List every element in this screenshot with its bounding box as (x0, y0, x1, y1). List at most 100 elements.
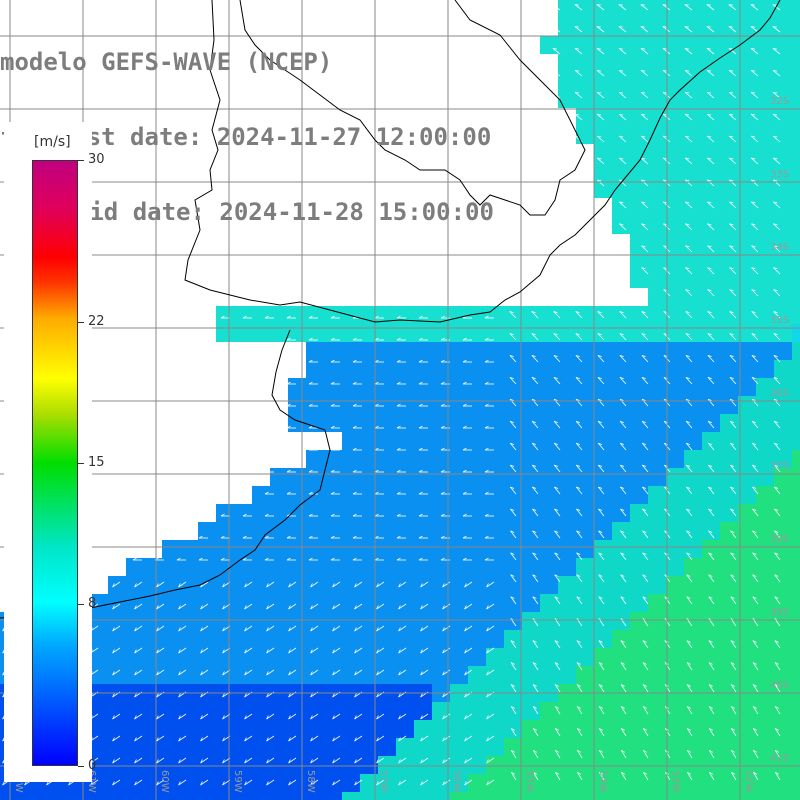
wind-arrow (619, 355, 627, 363)
wind-cell (792, 486, 800, 504)
wind-cell (108, 612, 126, 630)
wind-arrow (729, 377, 737, 385)
wind-arrow-head (641, 311, 646, 314)
wind-cell (432, 576, 450, 594)
wind-cell (378, 738, 396, 756)
wind-arrow (751, 377, 759, 385)
wind-arrow-head (310, 737, 313, 742)
wind-cell (720, 306, 738, 324)
wind-cell (630, 720, 648, 738)
wind-cell (756, 162, 774, 180)
wind-cell (198, 630, 216, 648)
wind-cell (540, 432, 558, 450)
wind-arrow-head (620, 486, 625, 489)
wind-cell (648, 18, 666, 36)
wind-arrow (640, 135, 649, 143)
wind-arrow-head (288, 781, 291, 786)
wind-cell (558, 54, 576, 72)
wind-cell (612, 504, 630, 522)
wind-arrow-head (286, 315, 291, 319)
wind-cell (792, 504, 800, 522)
wind-cell (504, 648, 522, 666)
wind-arrow-head (775, 771, 780, 775)
wind-cell (774, 324, 792, 342)
wind-arrow-head (752, 706, 757, 709)
wind-arrow-head (596, 48, 601, 50)
wind-cell (702, 36, 720, 54)
wind-arrow (619, 201, 627, 209)
wind-cell (180, 558, 198, 576)
wind-arrow-head (709, 771, 714, 775)
wind-cell (414, 324, 432, 342)
wind-cell (648, 180, 666, 198)
wind-arrow (531, 355, 539, 363)
wind-cell (90, 666, 108, 684)
wind-arrow (398, 757, 407, 764)
wind-arrow (642, 596, 649, 605)
wind-arrow-head (598, 684, 603, 687)
wind-cell (504, 792, 522, 800)
wind-arrow (641, 201, 649, 209)
wind-arrow-head (156, 759, 159, 764)
wind-cell (702, 234, 720, 252)
wind-arrow (773, 201, 781, 209)
wind-cell (666, 378, 684, 396)
wind-arrow (288, 603, 297, 610)
wind-cell (342, 720, 360, 738)
wind-arrow-head (288, 759, 291, 764)
wind-cell (342, 666, 360, 684)
wind-arrow-head (398, 693, 401, 698)
wind-arrow (575, 442, 583, 451)
wind-cell (756, 126, 774, 144)
wind-arrow-head (134, 781, 137, 786)
wind-cell (702, 558, 720, 576)
wind-cell (684, 486, 702, 504)
wind-arrow (751, 399, 759, 407)
wind-cell (144, 702, 162, 720)
wind-cell (414, 612, 432, 630)
wind-cell (792, 162, 800, 180)
wind-cell (576, 36, 594, 54)
wind-arrow-head (286, 381, 291, 385)
wind-arrow (641, 245, 649, 253)
wind-arrow (354, 603, 363, 610)
wind-cell (774, 774, 792, 792)
wind-cell (684, 90, 702, 108)
wind-arrow (619, 377, 627, 385)
wind-cell (360, 432, 378, 450)
wind-arrow-head (621, 771, 626, 775)
wind-arrow (244, 757, 253, 764)
wind-arrow-head (308, 447, 313, 451)
wind-arrow-head (533, 749, 537, 753)
wind-arrow-head (264, 403, 269, 407)
wind-cell (666, 216, 684, 234)
wind-cell (774, 252, 792, 270)
wind-arrow-head (308, 469, 313, 473)
wind-arrow-head (641, 398, 646, 401)
wind-arrow (554, 750, 561, 759)
wind-cell (576, 702, 594, 720)
wind-cell (684, 396, 702, 414)
wind-cell (720, 504, 738, 522)
wind-cell (702, 198, 720, 216)
wind-cell (414, 666, 432, 684)
wind-cell (558, 702, 576, 720)
wind-cell (450, 756, 468, 774)
wind-cell (720, 0, 738, 18)
wind-cell (630, 162, 648, 180)
latitude-label: 34S (770, 242, 789, 253)
wind-arrow (642, 530, 649, 539)
wind-cell (612, 396, 630, 414)
wind-cell (432, 504, 450, 522)
wind-cell (522, 630, 540, 648)
wind-arrow-head (244, 693, 247, 698)
wind-cell (558, 414, 576, 432)
wind-arrow-head (752, 508, 757, 511)
wind-arrow-head (264, 359, 269, 363)
wind-arrow-head (264, 557, 269, 561)
wind-arrow (156, 779, 165, 786)
wind-cell (648, 54, 666, 72)
wind-cell (396, 306, 414, 324)
wind-cell (720, 576, 738, 594)
wind-arrow (707, 420, 715, 429)
